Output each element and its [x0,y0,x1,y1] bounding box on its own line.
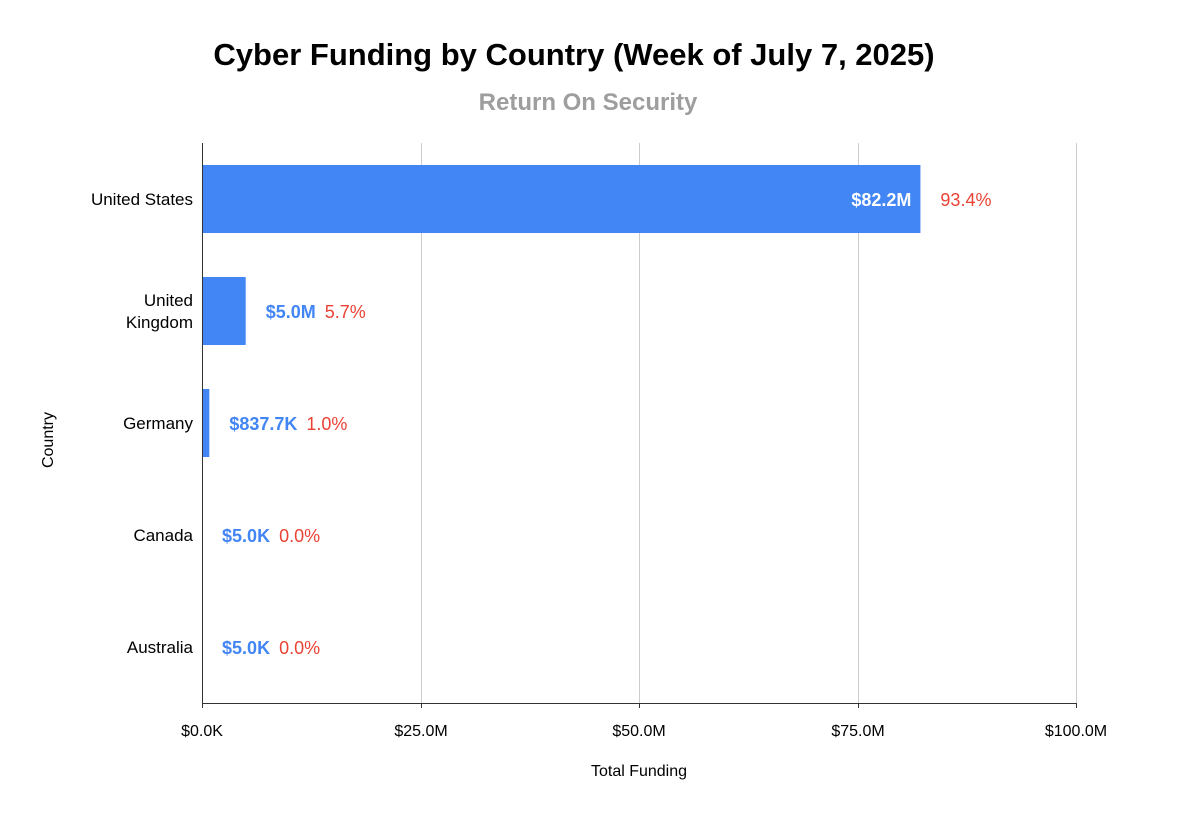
y-tick-label: United States [91,190,193,209]
x-tick-label: $0.0K [181,723,223,740]
percent-label: 0.0% [279,638,320,658]
chart-subtitle: Return On Security [478,89,698,116]
x-tick-label: $50.0M [612,723,665,740]
y-tick-label: Germany [123,414,193,433]
data-value-label: $5.0K [222,526,270,546]
bar [202,389,210,457]
data-value-label: $5.0K [222,638,270,658]
data-value-label: $82.2M [851,190,911,210]
percent-label: 5.7% [325,302,366,322]
chart-title: Cyber Funding by Country (Week of July 7… [213,37,935,72]
bars [202,165,921,681]
percent-label: 0.0% [279,526,320,546]
labels: $0.0K $25.0M $50.0M $75.0M $100.0M United Sta… [91,190,1107,740]
x-tick-label: $100.0M [1045,723,1107,740]
x-axis-title: Total Funding [591,763,687,780]
percent-label: 1.0% [306,414,347,434]
y-axis-title: Country [40,412,57,468]
x-tick-label: $75.0M [831,723,884,740]
x-tick-label: $25.0M [394,723,447,740]
bar [202,165,921,233]
y-tick-label: Australia [127,638,194,657]
axes [202,143,1076,704]
data-value-label: $837.7K [229,414,297,434]
y-tick-label: Canada [133,526,193,545]
percent-label: 93.4% [940,190,991,210]
y-tick-label: United Kingdom [126,291,193,332]
bar [202,277,246,345]
grid-lines [202,143,1077,708]
data-value-label: $5.0M [266,302,316,322]
